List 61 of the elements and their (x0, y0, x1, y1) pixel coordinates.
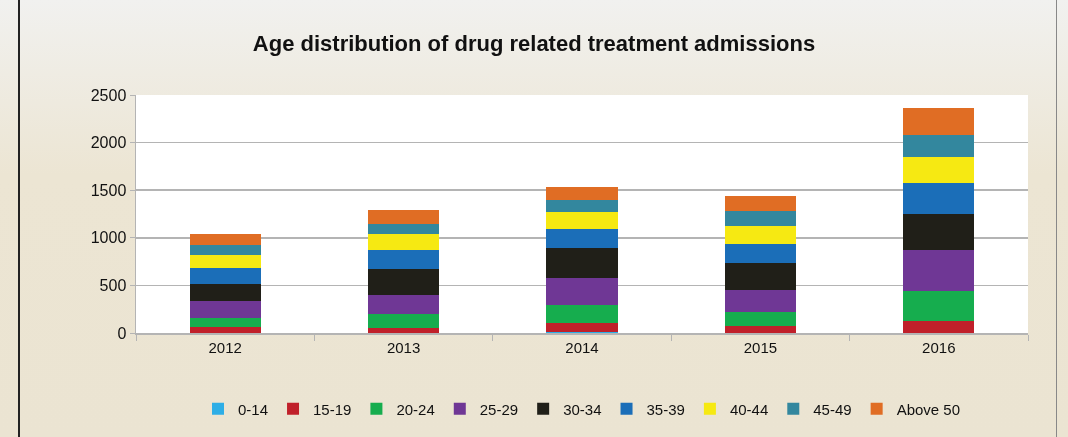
legend-label: 45-49 (813, 400, 852, 418)
legend-label: Above 50 (896, 400, 961, 418)
bar (903, 320, 975, 333)
bar (724, 326, 797, 333)
legend-label: 25-29 (479, 400, 519, 418)
y-tick-label: 1500 (90, 181, 127, 199)
bar (367, 313, 440, 329)
x-tick-label: 2012 (208, 338, 242, 356)
bar (903, 182, 975, 214)
bar (367, 269, 440, 295)
bar (189, 283, 261, 301)
bar (903, 291, 975, 321)
bar (724, 211, 797, 227)
y-tick-label: 2000 (90, 134, 127, 152)
bar (903, 108, 975, 135)
legend-label: 20-24 (396, 400, 435, 418)
bar (367, 210, 440, 224)
bar (724, 243, 797, 263)
bar (189, 233, 261, 246)
chart-title: Age distribution of drug related treatment admissions (252, 31, 816, 57)
bar (546, 229, 618, 249)
bar (189, 327, 261, 333)
bar (903, 214, 975, 251)
bar (367, 328, 440, 333)
bar (189, 317, 261, 328)
bar (903, 134, 975, 157)
bar (189, 300, 261, 318)
legend-label: 40-44 (729, 400, 769, 418)
bar (546, 248, 618, 278)
bar (546, 305, 618, 324)
bar (724, 195, 797, 212)
legend-label: 0-14 (238, 400, 269, 418)
x-tick-label: 2014 (565, 338, 599, 356)
legend-label: 35-39 (646, 400, 685, 418)
bar (903, 250, 975, 292)
bar (724, 226, 797, 244)
legend-label: 15-19 (313, 400, 352, 418)
bar (367, 223, 440, 234)
y-tick-label: 1000 (90, 229, 127, 247)
bar (367, 233, 440, 251)
bar (367, 250, 440, 270)
bar (724, 262, 797, 291)
y-tick-label: 0 (117, 324, 127, 342)
bar (367, 294, 440, 314)
bar (546, 199, 618, 213)
y-tick-label: 2500 (90, 86, 127, 104)
y-tick-label: 500 (99, 277, 127, 294)
x-tick-label: 2015 (743, 338, 778, 356)
bar (724, 290, 797, 313)
bar (903, 156, 975, 183)
bar (546, 212, 618, 230)
bar (189, 268, 261, 284)
bar (546, 277, 618, 306)
bar (189, 245, 261, 255)
bar (546, 323, 618, 333)
x-tick-label: 2016 (922, 338, 956, 356)
bar (724, 312, 797, 327)
bar (189, 254, 261, 269)
bar (546, 187, 618, 200)
legend-label: 30-34 (563, 400, 602, 418)
x-tick-label: 2013 (386, 338, 421, 356)
